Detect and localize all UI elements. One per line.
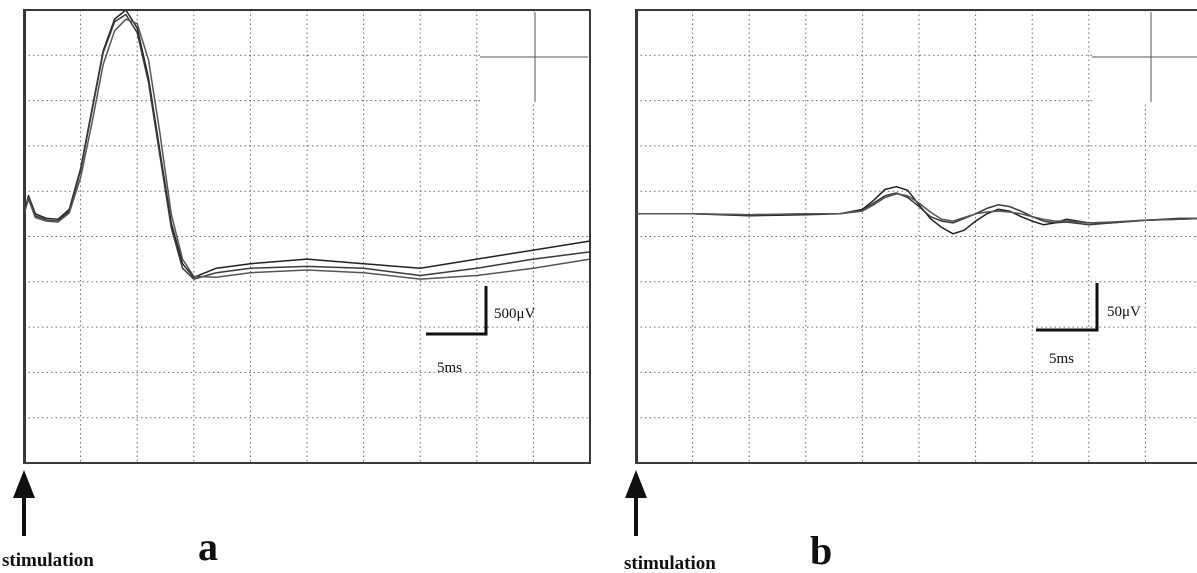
plot-frame-b — [635, 9, 1197, 464]
trace-b-3 — [636, 193, 1197, 224]
time-scale-label-b: 5ms — [1049, 351, 1074, 367]
panel-label-b: b — [810, 528, 832, 573]
trace-b-2 — [636, 192, 1197, 226]
voltage-scale-label-b: 50μV — [1107, 304, 1141, 320]
grid-a — [24, 10, 590, 463]
time-scale-label-a: 5ms — [437, 360, 462, 376]
stimulation-label-a: stimulation — [2, 550, 94, 571]
scale-bar-a — [426, 286, 488, 336]
panel-b: 50μV 5ms stimulation b — [624, 9, 1197, 573]
scale-bar-b — [1036, 283, 1099, 332]
trace-a-1 — [23, 9, 591, 279]
grid-b — [636, 10, 1197, 463]
panel-label-a: a — [198, 524, 218, 569]
panel-a: 500μV 5ms stimulation a — [2, 9, 591, 571]
plot-frame-a — [23, 9, 591, 464]
trace-b-1 — [636, 185, 1197, 235]
stimulation-label-b: stimulation — [624, 553, 716, 573]
stimulation-arrow-icon-a — [13, 470, 35, 498]
trace-a-3 — [23, 18, 591, 280]
stimulation-arrow-icon-b — [625, 470, 647, 498]
voltage-scale-label-a: 500μV — [494, 306, 536, 322]
